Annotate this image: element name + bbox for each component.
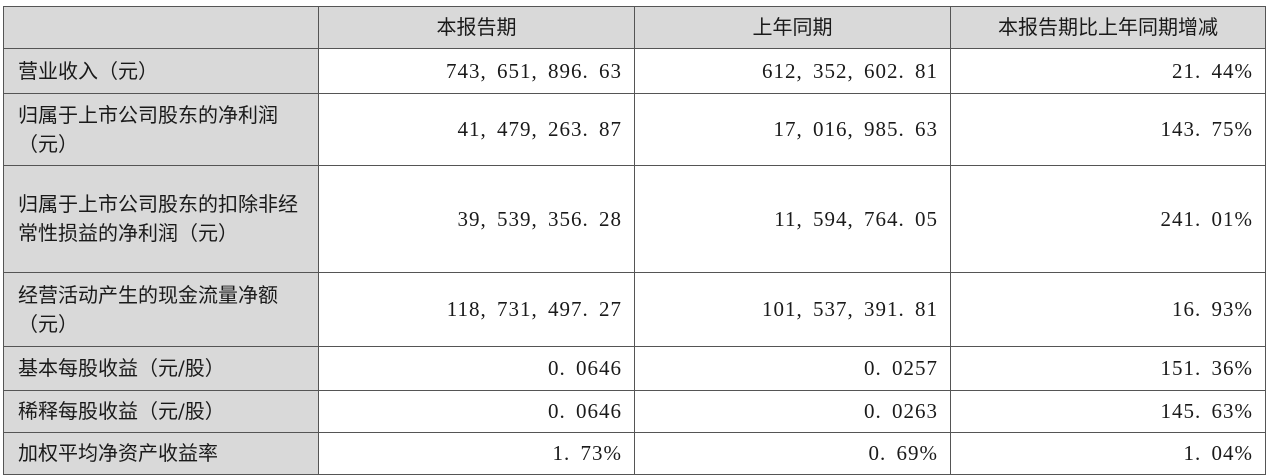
prior-value: 17, 016, 985. 63 [634,93,951,166]
change-value: 241. 01% [950,165,1266,273]
header-current-period: 本报告期 [318,6,635,49]
header-blank [3,6,319,49]
row-label: 营业收入（元） [3,48,319,94]
current-value: 118, 731, 497. 27 [318,272,635,347]
row-label: 经营活动产生的现金流量净额（元） [3,272,319,347]
row-label: 加权平均净资产收益率 [3,432,319,475]
current-value: 41, 479, 263. 87 [318,93,635,166]
prior-value: 101, 537, 391. 81 [634,272,951,347]
row-label: 基本每股收益（元/股） [3,346,319,391]
prior-value: 612, 352, 602. 81 [634,48,951,94]
current-value: 39, 539, 356. 28 [318,165,635,273]
change-value: 151. 36% [950,346,1266,391]
header-change: 本报告期比上年同期增减 [950,6,1266,49]
table-row: 加权平均净资产收益率 1. 73% 0. 69% 1. 04% [3,432,1266,475]
current-value: 0. 0646 [318,390,635,433]
table-row: 经营活动产生的现金流量净额（元） 118, 731, 497. 27 101, 53… [3,272,1266,347]
row-label: 归属于上市公司股东的净利润（元） [3,93,319,166]
row-label: 归属于上市公司股东的扣除非经常性损益的净利润（元） [3,165,319,273]
change-value: 16. 93% [950,272,1266,347]
current-value: 1. 73% [318,432,635,475]
header-prior-period: 上年同期 [634,6,951,49]
change-value: 1. 04% [950,432,1266,475]
prior-value: 11, 594, 764. 05 [634,165,951,273]
table-row: 营业收入（元） 743, 651, 896. 63 612, 352, 602. 8… [3,48,1266,94]
prior-value: 0. 69% [634,432,951,475]
header-row: 本报告期 上年同期 本报告期比上年同期增减 [3,6,1266,49]
table-row: 基本每股收益（元/股） 0. 0646 0. 0257 151. 36% [3,346,1266,391]
current-value: 0. 0646 [318,346,635,391]
change-value: 145. 63% [950,390,1266,433]
change-value: 143. 75% [950,93,1266,166]
table-row: 归属于上市公司股东的扣除非经常性损益的净利润（元） 39, 539, 356. 2… [3,165,1266,273]
table-row: 归属于上市公司股东的净利润（元） 41, 479, 263. 87 17, 016,… [3,93,1266,166]
table-row: 稀释每股收益（元/股） 0. 0646 0. 0263 145. 63% [3,390,1266,433]
prior-value: 0. 0263 [634,390,951,433]
change-value: 21. 44% [950,48,1266,94]
financial-summary-table: 本报告期 上年同期 本报告期比上年同期增减 营业收入（元） 743, 651, 8… [3,6,1266,475]
current-value: 743, 651, 896. 63 [318,48,635,94]
row-label: 稀释每股收益（元/股） [3,390,319,433]
prior-value: 0. 0257 [634,346,951,391]
